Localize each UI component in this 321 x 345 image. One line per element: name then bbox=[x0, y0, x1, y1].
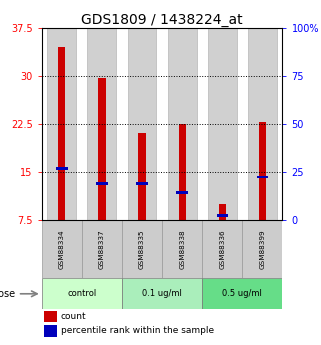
Bar bbox=[122, 278, 202, 309]
Text: 0.5 ug/ml: 0.5 ug/ml bbox=[222, 289, 262, 298]
Text: 0.1 ug/ml: 0.1 ug/ml bbox=[142, 289, 182, 298]
Bar bbox=[122, 220, 162, 278]
Bar bbox=[128, 28, 157, 220]
Bar bbox=[42, 220, 82, 278]
Bar bbox=[202, 220, 242, 278]
Bar bbox=[48, 28, 76, 220]
Bar bbox=[96, 182, 108, 185]
Bar bbox=[216, 214, 228, 217]
Bar bbox=[58, 47, 65, 220]
Bar bbox=[82, 220, 122, 278]
Bar bbox=[44, 311, 57, 322]
Text: GSM88337: GSM88337 bbox=[99, 229, 105, 269]
Bar bbox=[168, 28, 196, 220]
Bar bbox=[87, 28, 116, 220]
Bar bbox=[178, 124, 186, 220]
Text: GSM88399: GSM88399 bbox=[259, 229, 265, 269]
Bar bbox=[259, 122, 266, 220]
Bar bbox=[208, 28, 237, 220]
Bar bbox=[248, 28, 277, 220]
Text: percentile rank within the sample: percentile rank within the sample bbox=[61, 326, 214, 335]
Text: count: count bbox=[61, 312, 87, 321]
Text: dose: dose bbox=[0, 289, 16, 299]
Text: GSM88334: GSM88334 bbox=[59, 229, 65, 269]
Text: control: control bbox=[67, 289, 97, 298]
Bar bbox=[162, 220, 202, 278]
Bar bbox=[242, 220, 282, 278]
Bar bbox=[56, 167, 68, 170]
Bar bbox=[177, 191, 188, 194]
Bar bbox=[202, 278, 282, 309]
Bar bbox=[219, 204, 226, 220]
Bar bbox=[42, 278, 122, 309]
Text: GSM88336: GSM88336 bbox=[219, 229, 225, 269]
Bar bbox=[136, 182, 148, 185]
Text: GSM88338: GSM88338 bbox=[179, 229, 185, 269]
Bar bbox=[138, 134, 146, 220]
Bar bbox=[257, 176, 268, 178]
Bar bbox=[44, 325, 57, 337]
Bar bbox=[98, 78, 106, 220]
Title: GDS1809 / 1438224_at: GDS1809 / 1438224_at bbox=[81, 12, 243, 27]
Text: GSM88335: GSM88335 bbox=[139, 229, 145, 269]
